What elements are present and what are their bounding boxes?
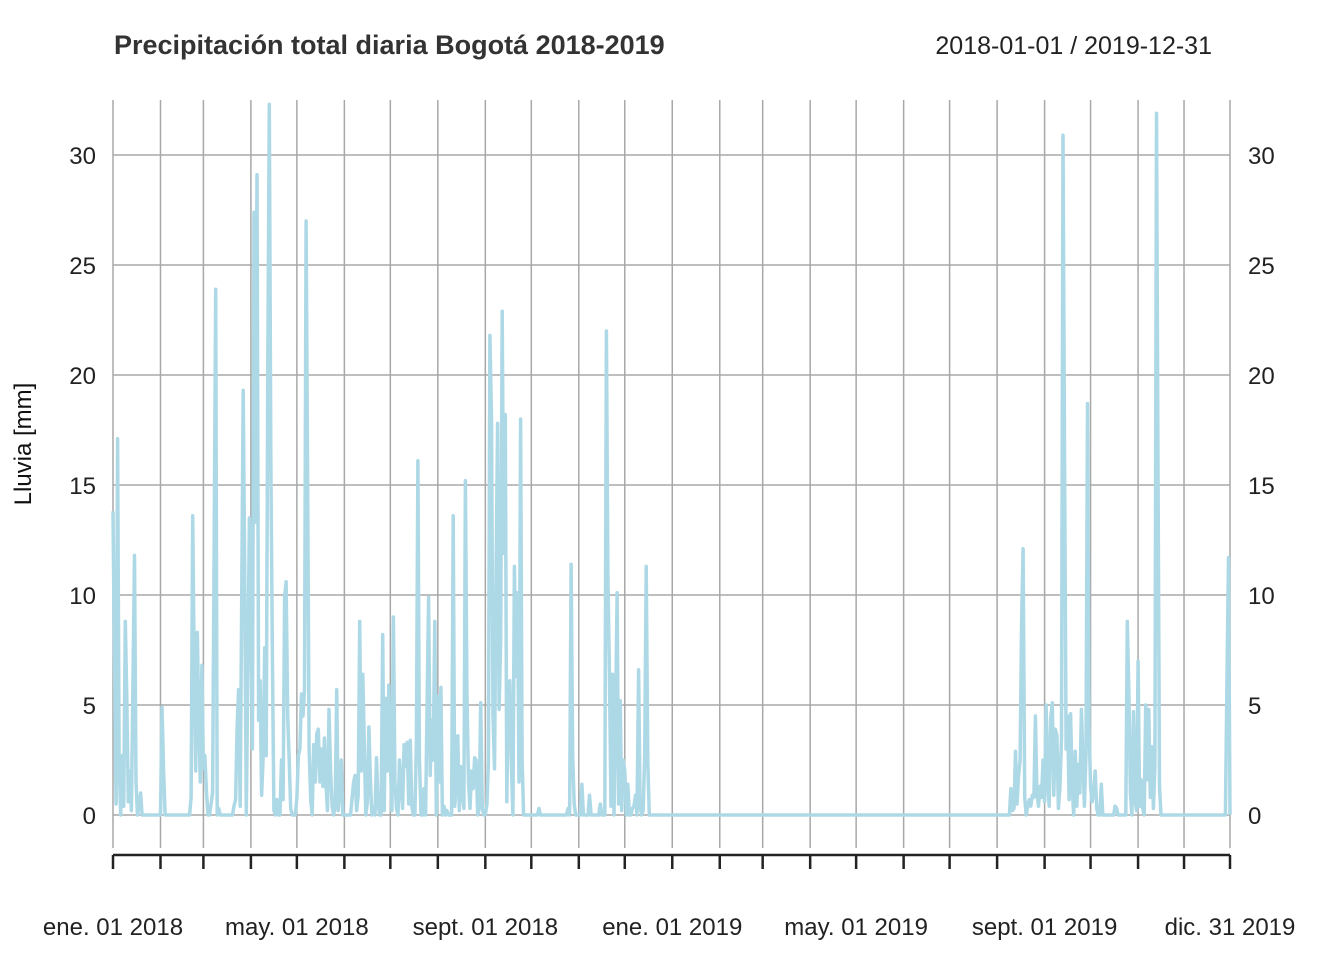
y-tick-label-right: 10: [1248, 583, 1275, 610]
x-tick-label: may. 01 2019: [784, 914, 928, 941]
y-tick-label-right: 15: [1248, 473, 1275, 500]
y-tick-label-left: 15: [69, 473, 96, 500]
y-tick-label-right: 30: [1248, 143, 1275, 170]
y-tick-label-right: 0: [1248, 803, 1261, 830]
x-tick-label: may. 01 2018: [225, 914, 369, 941]
x-tick-label: ene. 01 2018: [43, 914, 183, 941]
y-tick-label-right: 5: [1248, 693, 1261, 720]
y-tick-label-right: 25: [1248, 253, 1275, 280]
x-tick-label: sept. 01 2019: [972, 914, 1117, 941]
x-axis: ene. 01 2018 may. 01 2018 sept. 01 2018 ene…: [43, 853, 1296, 941]
y-tick-label-left: 30: [69, 143, 96, 170]
x-tick-label: ene. 01 2019: [602, 914, 742, 941]
precipitation-series-line: [111, 102, 1232, 817]
y-tick-labels: 0 0 5 5 10 10 15 15 20 20 25 25 30 30: [69, 143, 1274, 830]
y-tick-label-left: 0: [83, 803, 96, 830]
y-tick-label-right: 20: [1248, 363, 1275, 390]
y-tick-label-left: 20: [69, 363, 96, 390]
series-group: [111, 102, 1232, 817]
x-tick-label: sept. 01 2018: [413, 914, 558, 941]
chart-title: Precipitación total diaria Bogotá 2018-2…: [114, 30, 665, 60]
x-tick-label: dic. 31 2019: [1165, 914, 1296, 941]
date-range-label: 2018-01-01 / 2019-12-31: [935, 32, 1212, 60]
y-tick-label-left: 5: [83, 693, 96, 720]
y-tick-label-left: 25: [69, 253, 96, 280]
y-tick-label-left: 10: [69, 583, 96, 610]
